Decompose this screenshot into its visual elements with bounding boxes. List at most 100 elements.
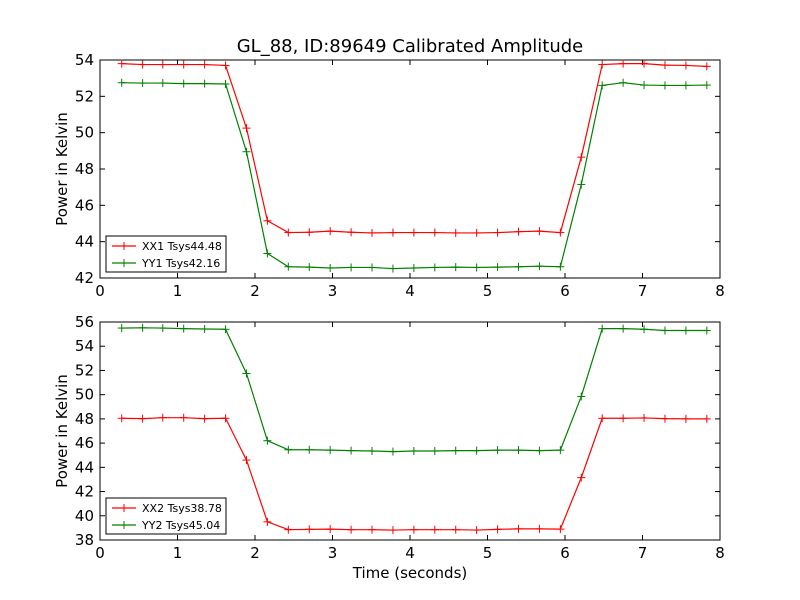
data-point <box>493 446 502 455</box>
data-point <box>660 326 669 335</box>
legend-entry: YY2 Tsys45.04 <box>112 519 220 532</box>
data-point <box>472 526 481 535</box>
data-point <box>263 249 272 258</box>
data-point <box>451 446 460 455</box>
data-point <box>619 414 628 423</box>
data-point <box>347 263 356 272</box>
x-tick-label: 7 <box>638 544 648 562</box>
data-point <box>640 81 649 90</box>
x-tick-label: 8 <box>715 282 725 300</box>
data-point <box>535 262 544 271</box>
legend-entry: XX1 Tsys44.48 <box>112 240 222 253</box>
legend: XX1 Tsys44.48 YY1 Tsys42.16 <box>105 235 227 273</box>
x-tick-label: 6 <box>560 544 570 562</box>
data-point <box>138 60 147 69</box>
data-point <box>179 413 188 422</box>
data-point <box>472 263 481 272</box>
y-tick-label: 44 <box>75 233 94 251</box>
series-1-1 <box>117 59 711 237</box>
x-tick-label: 2 <box>250 544 260 562</box>
data-point <box>409 525 418 534</box>
data-point <box>577 153 586 162</box>
subplot-1: 0 1 2 3 4 5 6 7 8 42 44 46 48 50 52 54 Power in Kelvin XX… <box>53 51 725 300</box>
data-point <box>284 228 293 237</box>
data-point <box>430 228 439 237</box>
x-tick-label: 8 <box>715 544 725 562</box>
x-tick-label: 2 <box>250 282 260 300</box>
data-point <box>493 525 502 534</box>
y-tick-label: 44 <box>75 458 94 476</box>
data-point <box>347 525 356 534</box>
y-tick-label: 54 <box>75 337 94 355</box>
data-point <box>388 228 397 237</box>
data-point <box>284 262 293 271</box>
data-point <box>493 228 502 237</box>
data-point <box>200 79 209 88</box>
data-point <box>640 325 649 334</box>
data-point <box>326 446 335 455</box>
data-point <box>430 446 439 455</box>
y-tick-label: 48 <box>75 410 94 428</box>
data-point <box>305 445 314 454</box>
data-point <box>472 228 481 237</box>
data-point <box>451 525 460 534</box>
data-point <box>640 59 649 68</box>
x-tick-label: 0 <box>95 282 105 300</box>
data-point <box>556 228 565 237</box>
data-point <box>158 413 167 422</box>
data-point <box>179 324 188 333</box>
data-point <box>368 228 377 237</box>
data-point <box>305 263 314 272</box>
series-1-2 <box>117 78 711 273</box>
data-point <box>368 446 377 455</box>
data-point <box>284 445 293 454</box>
data-point <box>577 473 586 482</box>
data-point <box>388 264 397 273</box>
x-tick-label: 7 <box>638 282 648 300</box>
data-point <box>117 59 126 68</box>
data-point <box>556 446 565 455</box>
y-axis-label: Power in Kelvin <box>53 112 71 226</box>
y-tick-label: 52 <box>75 87 94 105</box>
data-point <box>640 413 649 422</box>
data-point <box>451 263 460 272</box>
data-point <box>702 62 711 71</box>
data-point <box>242 124 251 133</box>
y-tick-label: 52 <box>75 361 94 379</box>
chart-title: GL_88, ID:89649 Calibrated Amplitude <box>237 36 584 57</box>
x-tick-label: 1 <box>173 544 183 562</box>
x-tick-label: 0 <box>95 544 105 562</box>
data-point <box>388 526 397 535</box>
y-tick-label: 42 <box>75 483 94 501</box>
data-point <box>577 180 586 189</box>
data-point <box>472 446 481 455</box>
data-point <box>326 227 335 236</box>
data-point <box>535 524 544 533</box>
legend-box <box>105 497 227 535</box>
y-tick-label: 54 <box>75 51 94 69</box>
data-point <box>284 525 293 534</box>
data-point <box>598 414 607 423</box>
x-tick-label: 4 <box>405 544 415 562</box>
data-point <box>263 216 272 225</box>
data-point <box>619 59 628 68</box>
y-tick-label: 42 <box>75 269 94 287</box>
x-tick-label: 1 <box>173 282 183 300</box>
data-point <box>138 323 147 332</box>
data-point <box>179 60 188 69</box>
data-point <box>368 263 377 272</box>
y-tick-label: 38 <box>75 531 94 549</box>
data-point <box>451 228 460 237</box>
data-point <box>221 414 230 423</box>
data-point <box>263 517 272 526</box>
data-point <box>619 78 628 87</box>
data-point <box>598 324 607 333</box>
data-point <box>430 525 439 534</box>
data-point <box>409 446 418 455</box>
data-point <box>158 324 167 333</box>
x-tick-label: 5 <box>483 544 493 562</box>
data-point <box>681 414 690 423</box>
data-point <box>117 324 126 333</box>
